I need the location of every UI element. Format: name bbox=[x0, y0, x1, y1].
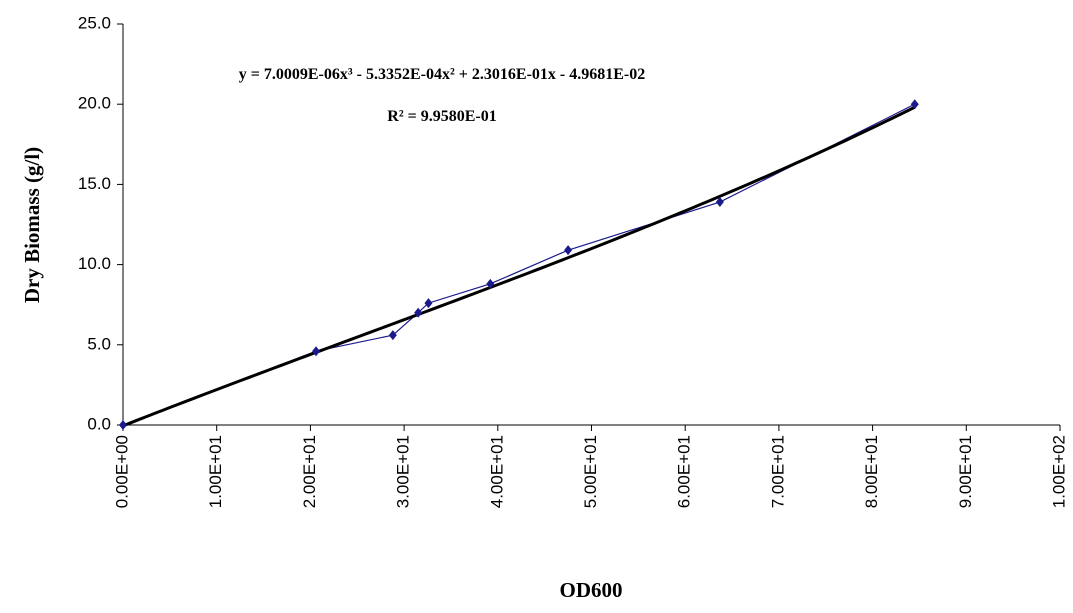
chart: Dry Biomass (g/l) OD600 y = 7.0009E-06x³… bbox=[0, 0, 1073, 608]
trendline bbox=[123, 107, 915, 426]
x-tick-label: 4.00E+01 bbox=[487, 435, 506, 508]
x-tick-label: 0.00E+00 bbox=[112, 435, 131, 508]
y-tick-label: 15.0 bbox=[78, 174, 111, 193]
y-axis-title: Dry Biomass (g/l) bbox=[20, 147, 44, 303]
data-point bbox=[564, 245, 572, 255]
data-point bbox=[389, 330, 397, 340]
x-tick-label: 7.00E+01 bbox=[768, 435, 787, 508]
data-point bbox=[424, 298, 432, 308]
y-tick-label: 20.0 bbox=[78, 94, 111, 113]
series-line bbox=[123, 104, 915, 425]
x-tick-label: 8.00E+01 bbox=[862, 435, 881, 508]
y-tick-label: 10.0 bbox=[78, 254, 111, 273]
x-tick-label: 6.00E+01 bbox=[675, 435, 694, 508]
x-tick-label: 5.00E+01 bbox=[581, 435, 600, 508]
trendline-r2: R² = 9.9580E-01 bbox=[387, 108, 496, 125]
x-axis-title: OD600 bbox=[560, 578, 623, 602]
y-tick-label: 5.0 bbox=[87, 334, 111, 353]
x-tick-label: 1.00E+01 bbox=[206, 435, 225, 508]
data-point bbox=[119, 420, 127, 430]
x-tick-label: 1.00E+02 bbox=[1049, 435, 1068, 508]
y-tick-label: 0.0 bbox=[87, 414, 111, 433]
x-tick-label: 2.00E+01 bbox=[300, 435, 319, 508]
x-tick-label: 9.00E+01 bbox=[956, 435, 975, 508]
trendline-equation: y = 7.0009E-06x³ - 5.3352E-04x² + 2.3016… bbox=[239, 66, 645, 83]
y-tick-label: 25.0 bbox=[78, 13, 111, 32]
x-tick-label: 3.00E+01 bbox=[394, 435, 413, 508]
